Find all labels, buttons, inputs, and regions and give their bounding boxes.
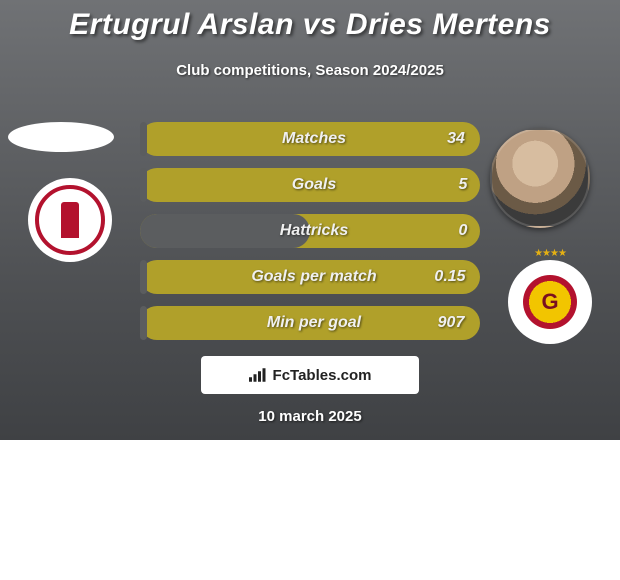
card-subtitle: Club competitions, Season 2024/2025 [0, 62, 620, 79]
stat-value-right: 0 [459, 222, 468, 240]
comparison-card: Ertugrul Arslan vs Dries Mertens Club co… [0, 0, 620, 440]
source-text: FcTables.com [273, 367, 372, 384]
stat-value-right: 5 [459, 176, 468, 194]
stat-row [140, 122, 480, 156]
player-right-avatar [490, 128, 590, 228]
galatasaray-logo-icon: G [523, 275, 577, 329]
club-logo-left [28, 178, 112, 262]
player-left-avatar [8, 122, 114, 152]
stat-left-fill [140, 306, 147, 340]
stat-left-fill [140, 168, 147, 202]
stars-icon: ★★★★ [534, 248, 566, 259]
card-title: Ertugrul Arslan vs Dries Mertens [0, 8, 620, 42]
stat-row [140, 214, 480, 248]
stat-row [140, 306, 480, 340]
stat-value-right: 0.15 [434, 268, 465, 286]
stat-row [140, 168, 480, 202]
bars-icon [249, 368, 267, 382]
date-label: 10 march 2025 [0, 408, 620, 425]
antalyaspor-logo-icon [35, 185, 105, 255]
stat-left-fill [140, 260, 147, 294]
club-logo-right: ★★★★ G [508, 260, 592, 344]
stat-row [140, 260, 480, 294]
stat-value-right: 34 [447, 130, 465, 148]
stat-value-right: 907 [438, 314, 465, 332]
stat-left-fill [140, 122, 147, 156]
stat-left-fill [140, 214, 310, 248]
source-attribution: FcTables.com [201, 356, 419, 394]
